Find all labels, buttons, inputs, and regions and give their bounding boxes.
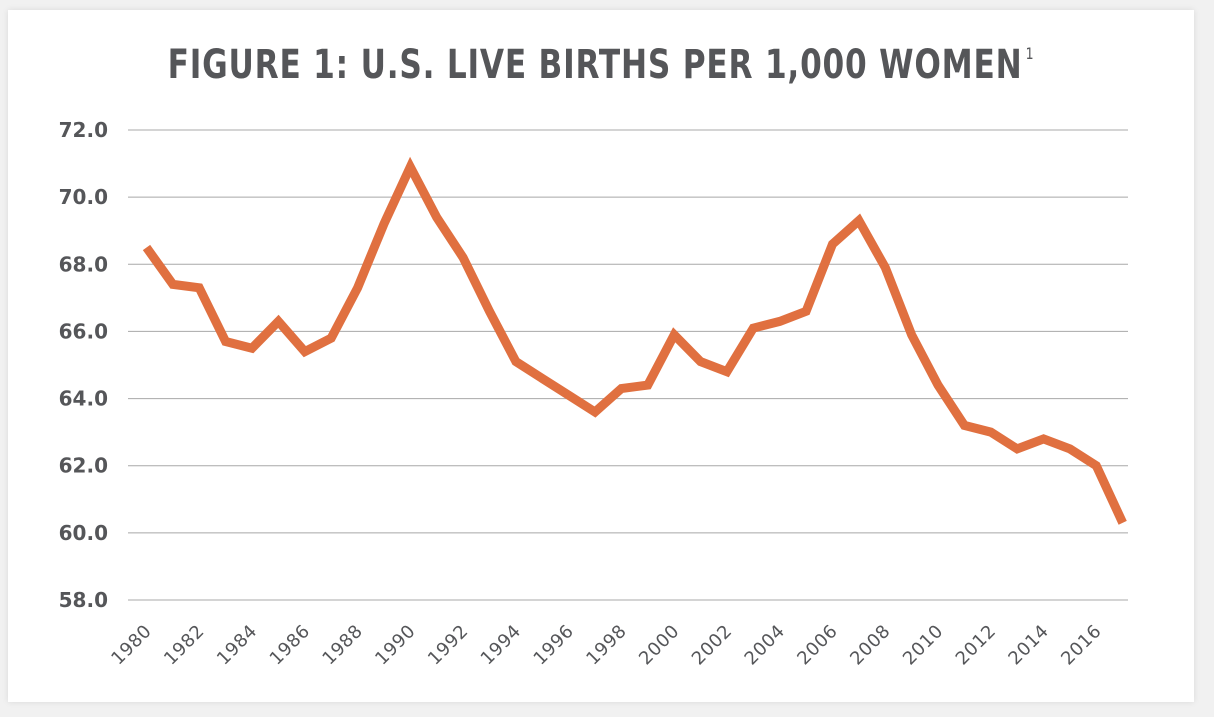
x-tick-label: 1990 — [371, 621, 420, 670]
x-tick-label: 2006 — [793, 621, 842, 670]
x-tick-label: 2002 — [688, 621, 737, 670]
x-tick-label: 1986 — [266, 621, 315, 670]
y-tick-label: 70.0 — [59, 185, 108, 209]
y-axis: 72.0 70.0 68.0 66.0 64.0 62.0 60.0 58.0 — [59, 118, 108, 612]
y-tick-label: 64.0 — [59, 387, 108, 411]
x-tick-label: 2014 — [1004, 621, 1053, 670]
x-tick-label: 2000 — [635, 621, 684, 670]
x-tick-label: 1982 — [160, 621, 209, 670]
x-tick-label: 2012 — [952, 621, 1001, 670]
y-tick-label: 72.0 — [59, 118, 108, 142]
y-tick-label: 60.0 — [59, 521, 108, 545]
y-tick-label: 62.0 — [59, 454, 108, 478]
chart-card: FIGURE 1: U.S. LIVE BIRTHS PER 1,000 WOM… — [8, 10, 1194, 702]
title-footnote: 1 — [1025, 44, 1035, 63]
series-layer — [142, 156, 1127, 525]
x-tick-label: 1988 — [318, 621, 367, 670]
x-tick-label: 2004 — [741, 621, 790, 670]
y-tick-label: 58.0 — [59, 588, 108, 612]
chart-title-text: FIGURE 1: U.S. LIVE BIRTHS PER 1,000 WOM… — [167, 42, 1023, 88]
x-tick-label: 1992 — [424, 621, 473, 670]
x-axis: 1980 1982 1984 1986 1988 1990 1992 1994 1996 1998… — [107, 621, 1106, 670]
x-tick-label: 2010 — [899, 621, 948, 670]
y-tick-label: 66.0 — [59, 319, 108, 343]
x-tick-label: 1996 — [530, 621, 579, 670]
x-tick-label: 1994 — [477, 621, 526, 670]
series-line — [142, 156, 1127, 525]
y-tick-label: 68.0 — [59, 252, 108, 276]
chart-title: FIGURE 1: U.S. LIVE BIRTHS PER 1,000 WOM… — [138, 42, 1063, 88]
x-tick-label: 1998 — [582, 621, 631, 670]
x-tick-label: 2008 — [846, 621, 895, 670]
x-tick-label: 1980 — [107, 621, 156, 670]
x-tick-label: 2016 — [1057, 621, 1106, 670]
x-tick-label: 1984 — [213, 621, 262, 670]
gridlines — [128, 129, 1128, 601]
